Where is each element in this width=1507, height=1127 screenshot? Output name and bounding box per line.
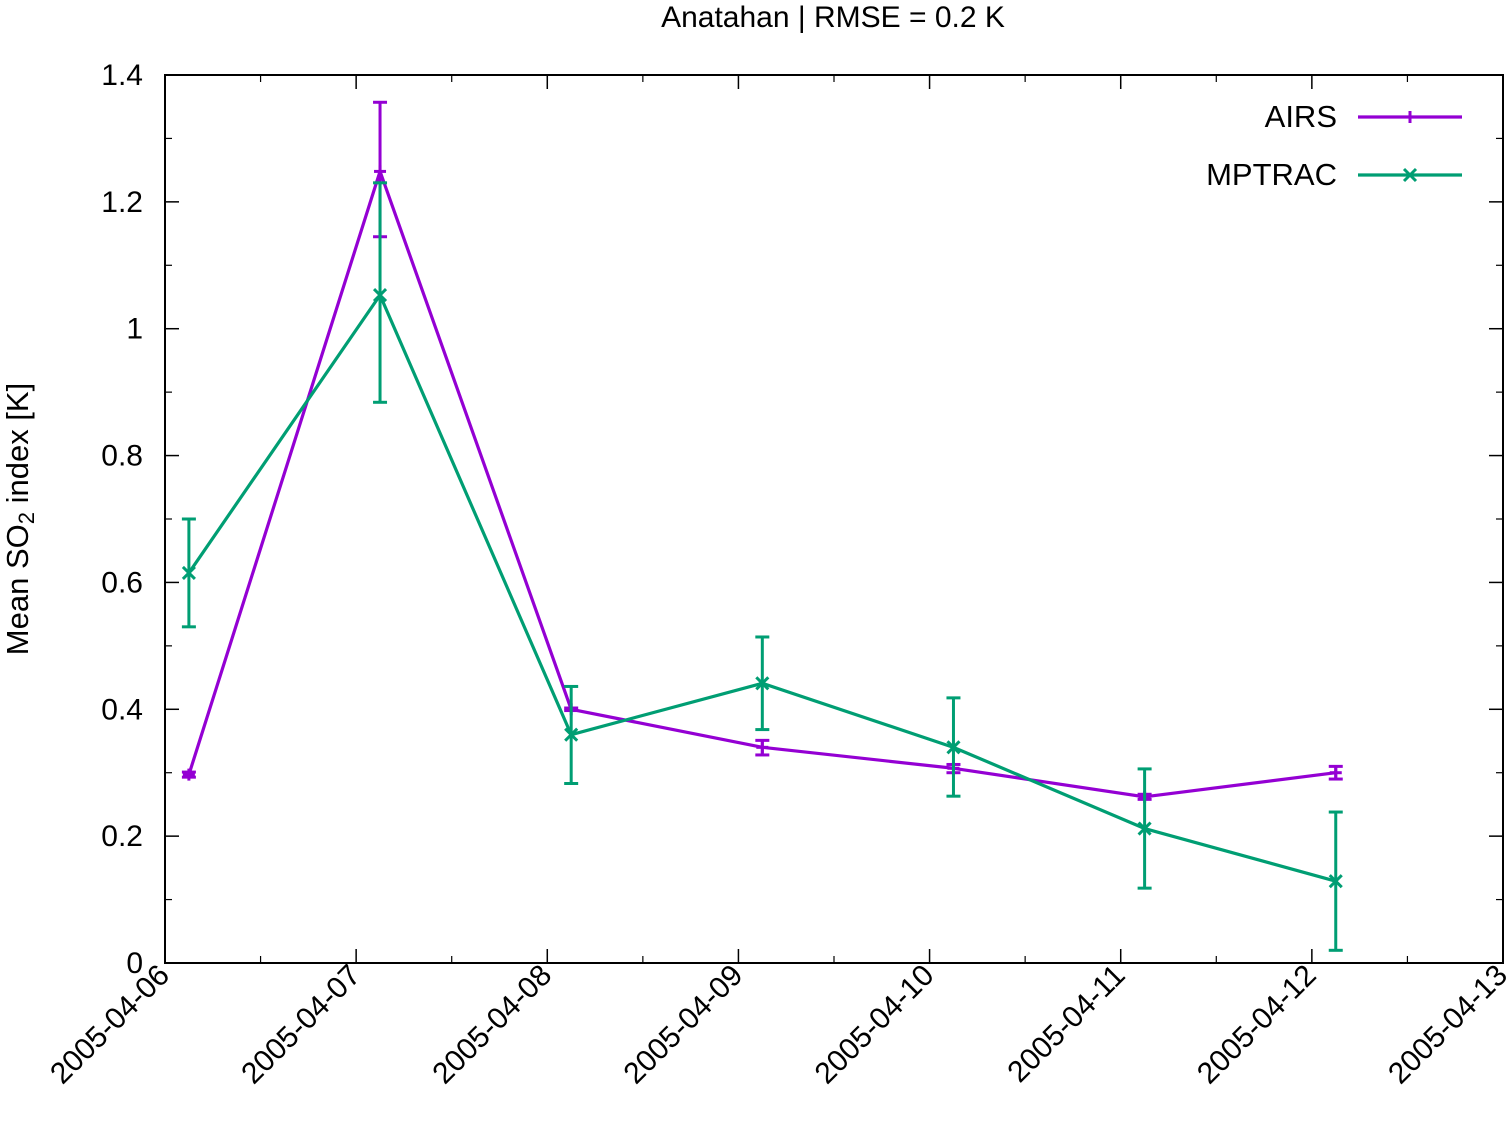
x-tick-label: 2005-04-07 bbox=[235, 959, 367, 1091]
data-point-airs bbox=[374, 165, 387, 178]
data-point-airs bbox=[756, 741, 769, 754]
data-point-mptrac bbox=[372, 288, 388, 303]
axes-frame bbox=[164, 74, 1504, 964]
plot-border bbox=[164, 74, 1504, 964]
data-point-mptrac bbox=[755, 676, 770, 691]
y-axis-label-suffix: index [K] bbox=[0, 383, 35, 512]
major-ticks bbox=[164, 74, 1504, 964]
y-tick-labels: 0 0.2 0.4 0.6 0.8 1 1.2 1.4 bbox=[101, 59, 143, 980]
series-mptrac bbox=[181, 181, 1343, 952]
y-tick-label: 0 bbox=[126, 947, 143, 980]
y-tick-label: 0.4 bbox=[101, 693, 143, 726]
x-tick-labels: 2005-04-06 2005-04-07 2005-04-08 2005-04-09… bbox=[44, 959, 1507, 1091]
error-bar-mptrac bbox=[373, 181, 388, 404]
y-tick-label: 1.4 bbox=[101, 59, 143, 92]
legend-marker-mptrac bbox=[1402, 167, 1418, 183]
y-axis-label-prefix: Mean SO bbox=[0, 524, 35, 655]
y-tick-label: 0.8 bbox=[101, 440, 143, 473]
data-point-mptrac bbox=[564, 727, 579, 742]
chart-title: Anatahan | RMSE = 0.2 K bbox=[661, 1, 1005, 34]
legend-item-airs: AIRS bbox=[1265, 99, 1462, 134]
series-layer bbox=[181, 100, 1343, 952]
y-tick-label: 1.2 bbox=[101, 186, 143, 219]
x-tick-label: 2005-04-06 bbox=[44, 959, 176, 1091]
x-tick-label: 2005-04-08 bbox=[426, 959, 558, 1091]
x-tick-label: 2005-04-09 bbox=[618, 959, 750, 1091]
legend: AIRS MPTRAC bbox=[1206, 99, 1462, 192]
y-tick-label: 0.2 bbox=[101, 820, 143, 853]
legend-marker-airs bbox=[1404, 111, 1416, 123]
data-point-airs bbox=[1329, 766, 1342, 779]
y-axis-label: Mean SO2 index [K] bbox=[0, 383, 39, 655]
legend-item-mptrac: MPTRAC bbox=[1206, 157, 1462, 192]
y-tick-label: 0.6 bbox=[101, 566, 143, 599]
x-tick-label: 2005-04-11 bbox=[1001, 959, 1131, 1089]
x-tick-label: 2005-04-10 bbox=[809, 959, 941, 1091]
legend-label-airs: AIRS bbox=[1265, 99, 1337, 134]
y-tick-label: 1 bbox=[126, 313, 143, 346]
data-point-mptrac bbox=[1137, 821, 1152, 836]
data-point-mptrac bbox=[1328, 874, 1343, 889]
legend-label-mptrac: MPTRAC bbox=[1206, 157, 1337, 192]
minor-ticks bbox=[165, 75, 1503, 963]
y-axis-label-subscript: 2 bbox=[14, 512, 39, 524]
data-point-mptrac bbox=[181, 565, 196, 580]
data-point-airs bbox=[182, 768, 195, 781]
x-tick-label: 2005-04-12 bbox=[1191, 959, 1323, 1091]
x-tick-label: 2005-04-13 bbox=[1382, 959, 1507, 1091]
data-point-mptrac bbox=[946, 740, 961, 755]
